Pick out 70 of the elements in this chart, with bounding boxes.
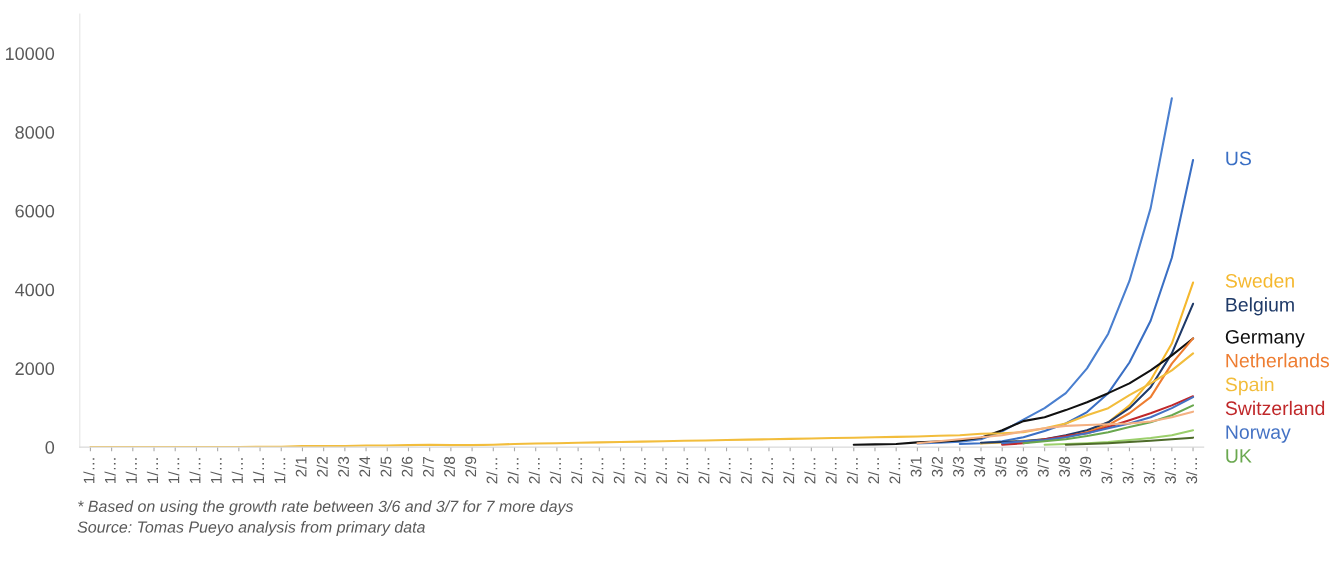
x-tick-label: 2/… [570, 458, 583, 484]
x-tick-label: 2/… [613, 458, 625, 484]
x-tick-label: 2/7 [422, 456, 434, 477]
x-tick-label: 2/… [846, 458, 858, 484]
x-tick-label: 2/… [698, 458, 710, 484]
x-tick-label: 1/… [231, 458, 243, 483]
x-tick-label: 3/… [1164, 458, 1176, 484]
x-tick-label: 2/… [804, 458, 816, 484]
y-tick-label: 8000 [15, 126, 55, 139]
y-tick-label: 4000 [15, 283, 55, 297]
x-tick-label: 2/… [889, 458, 901, 484]
x-tick-label: 3/… [1143, 458, 1155, 484]
x-tick-label: 3/1 [910, 456, 922, 477]
x-tick-label: 2/3 [337, 456, 349, 477]
x-tick-label: 2/… [486, 458, 498, 484]
x-tick-label: 3/… [1122, 458, 1134, 484]
x-tick-label: 3/7 [1037, 456, 1049, 477]
x-tick-label: 2/… [592, 458, 604, 484]
x-tick-label: 2/… [507, 458, 519, 484]
series-label: Switzerland [1225, 400, 1325, 416]
series-label: Netherlands [1226, 353, 1329, 368]
x-tick-label: 2/… [825, 458, 837, 484]
x-tick-label: 2/… [867, 458, 880, 484]
x-tick-label: 3/… [1101, 458, 1113, 484]
x-tick-label: 1/… [274, 458, 286, 483]
x-tick-label: 2/… [761, 458, 774, 484]
x-tick-label: 2/… [634, 458, 646, 484]
series-label: Sweden [1225, 273, 1294, 288]
x-tick-label: 3/3 [952, 456, 964, 477]
x-tick-label: 1/… [252, 458, 265, 483]
x-tick-label: 2/5 [380, 456, 392, 477]
y-tick-label: 0 [45, 441, 55, 454]
x-tick-label: 3/… [1185, 458, 1198, 484]
x-tick-label: 1/… [83, 458, 95, 483]
series-label: Belgium [1226, 297, 1294, 316]
x-tick-label: 1/… [189, 458, 201, 483]
x-tick-label: 3/8 [1058, 456, 1070, 477]
x-tick-label: 2/… [719, 458, 731, 484]
x-tick-label: 2/… [655, 458, 668, 484]
x-tick-label: 2/… [677, 458, 689, 484]
x-tick-label: 2/8 [443, 456, 455, 477]
y-tick-label: 10000 [5, 47, 55, 61]
x-tick-label: 2/1 [295, 456, 307, 477]
y-tick-label: 2000 [15, 362, 55, 376]
x-tick-label: 1/… [125, 458, 137, 483]
x-tick-label: 2/… [740, 458, 752, 484]
x-tick-label: 3/4 [973, 456, 986, 477]
x-tick-label: 1/… [210, 458, 222, 483]
x-tick-label: 2/6 [401, 456, 413, 477]
x-tick-label: 1/… [168, 458, 180, 483]
text: Norway [1226, 425, 1291, 443]
x-tick-label: 1/… [104, 458, 116, 483]
x-tick-label: 2/9 [464, 456, 477, 477]
x-tick-label: 2/… [783, 458, 795, 484]
series-label: Germany [1225, 329, 1305, 348]
x-tick-label: 3/2 [931, 456, 943, 477]
x-tick-label: 3/5 [995, 456, 1007, 477]
x-tick-label: 3/9 [1079, 456, 1092, 477]
text: UK [1226, 449, 1252, 463]
series-label: US [1226, 151, 1251, 166]
text: Spain [1225, 377, 1274, 396]
x-tick-label: 1/… [146, 458, 159, 483]
x-tick-label: 3/6 [1016, 456, 1028, 477]
x-tick-label: 2/… [549, 458, 562, 484]
x-tick-label: 2/… [528, 458, 540, 484]
x-tick-label: 2/2 [316, 456, 328, 477]
x-tick-label: 2/4 [358, 456, 371, 477]
source-note: Source: Tomas Pueyo analysis from primary data [77, 521, 425, 536]
y-tick-label: 6000 [15, 204, 55, 218]
text: * Based on using the growth rate between 3/6 and 3/7 for 7 more days [78, 500, 574, 516]
